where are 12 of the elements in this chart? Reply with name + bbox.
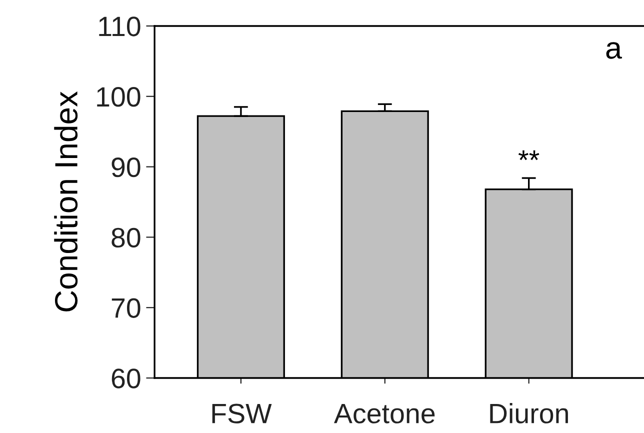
x-tick-label: Acetone [334, 404, 435, 424]
y-tick-label: 90 [112, 157, 140, 178]
y-tick-label: 70 [112, 298, 140, 318]
y-tick-label: 100 [97, 87, 140, 107]
y-tick-label: 80 [112, 228, 140, 248]
y-axis-title: Condition Index [54, 91, 78, 312]
x-tick-label: FSW [212, 404, 272, 424]
y-tick-label: 110 [99, 16, 140, 36]
y-tick-label: 60 [112, 368, 140, 388]
x-tick-label: Diuron [490, 403, 568, 424]
annotation: a [606, 42, 622, 59]
annotation: ** [518, 150, 540, 160]
